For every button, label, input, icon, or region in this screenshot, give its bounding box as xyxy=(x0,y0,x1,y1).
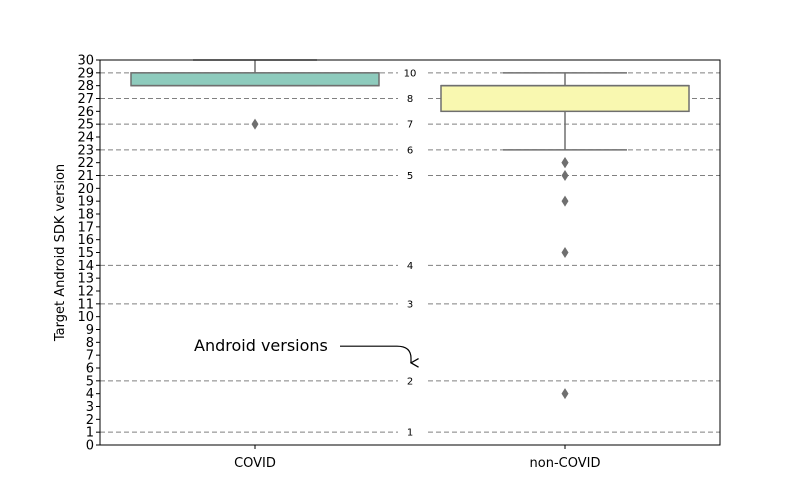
ytick-label-26: 26 xyxy=(77,105,94,120)
ytick-label-3: 3 xyxy=(86,400,94,415)
ytick-label-25: 25 xyxy=(77,118,94,133)
ytick-label-0: 0 xyxy=(86,439,94,454)
ytick-label-5: 5 xyxy=(86,374,94,389)
ytick-label-14: 14 xyxy=(77,259,94,274)
y-axis-title: Target Android SDK version xyxy=(53,164,68,342)
ytick-label-12: 12 xyxy=(77,285,94,300)
box-group-1 xyxy=(440,72,690,400)
outlier-2 xyxy=(561,170,569,181)
box-iqr xyxy=(440,84,690,113)
xtick-label-0: COVID xyxy=(234,456,276,471)
ytick-label-6: 6 xyxy=(86,362,94,377)
ytick-label-19: 19 xyxy=(77,195,94,210)
android-version-labels: 1 2 3 4 5 6 7 8 10 xyxy=(404,68,417,438)
x-axis: COVID non-COVID xyxy=(234,445,600,471)
ytick-label-28: 28 xyxy=(77,79,94,94)
version-label-3: 3 xyxy=(407,299,413,310)
y-axis: 0123456789101112131415161718192021222324… xyxy=(77,54,100,454)
version-label-2: 2 xyxy=(407,376,413,387)
ytick-label-10: 10 xyxy=(77,310,94,325)
ytick-label-8: 8 xyxy=(86,336,94,351)
ytick-label-30: 30 xyxy=(77,54,94,69)
ytick-label-11: 11 xyxy=(77,297,94,312)
ytick-label-20: 20 xyxy=(77,182,94,197)
version-label-4: 4 xyxy=(407,261,413,272)
ytick-label-13: 13 xyxy=(77,272,94,287)
version-label-7: 7 xyxy=(407,120,413,131)
outlier-4 xyxy=(561,247,569,258)
box-iqr xyxy=(130,72,380,87)
version-label-5: 5 xyxy=(407,171,413,182)
ytick-label-17: 17 xyxy=(77,220,94,235)
boxplots xyxy=(130,59,690,400)
version-label-1: 1 xyxy=(407,428,413,439)
outlier-1 xyxy=(561,157,569,169)
ytick-label-16: 16 xyxy=(77,233,94,248)
ytick-label-29: 29 xyxy=(77,66,94,81)
ytick-label-1: 1 xyxy=(86,426,94,441)
ytick-label-22: 22 xyxy=(77,156,94,171)
version-label-6: 6 xyxy=(407,145,413,156)
ytick-label-18: 18 xyxy=(77,208,94,223)
outlier-5 xyxy=(561,388,569,400)
ytick-label-7: 7 xyxy=(86,349,94,364)
xtick-label-1: non-COVID xyxy=(530,456,601,471)
outlier-3 xyxy=(561,195,569,207)
ytick-label-21: 21 xyxy=(77,169,94,184)
annotation-arrow xyxy=(340,345,411,363)
annotation: Android versions xyxy=(194,336,411,363)
ytick-label-9: 9 xyxy=(86,323,94,338)
annotation-text: Android versions xyxy=(194,336,328,355)
ytick-label-24: 24 xyxy=(77,131,94,146)
ytick-label-27: 27 xyxy=(77,92,94,107)
ytick-label-23: 23 xyxy=(77,143,94,158)
ytick-label-15: 15 xyxy=(77,246,94,261)
version-label-10: 10 xyxy=(404,68,417,79)
outlier-0 xyxy=(251,118,259,130)
ytick-label-4: 4 xyxy=(86,387,94,402)
version-label-8: 8 xyxy=(407,94,413,105)
ytick-label-2: 2 xyxy=(86,413,94,428)
box-group-0 xyxy=(130,59,380,130)
